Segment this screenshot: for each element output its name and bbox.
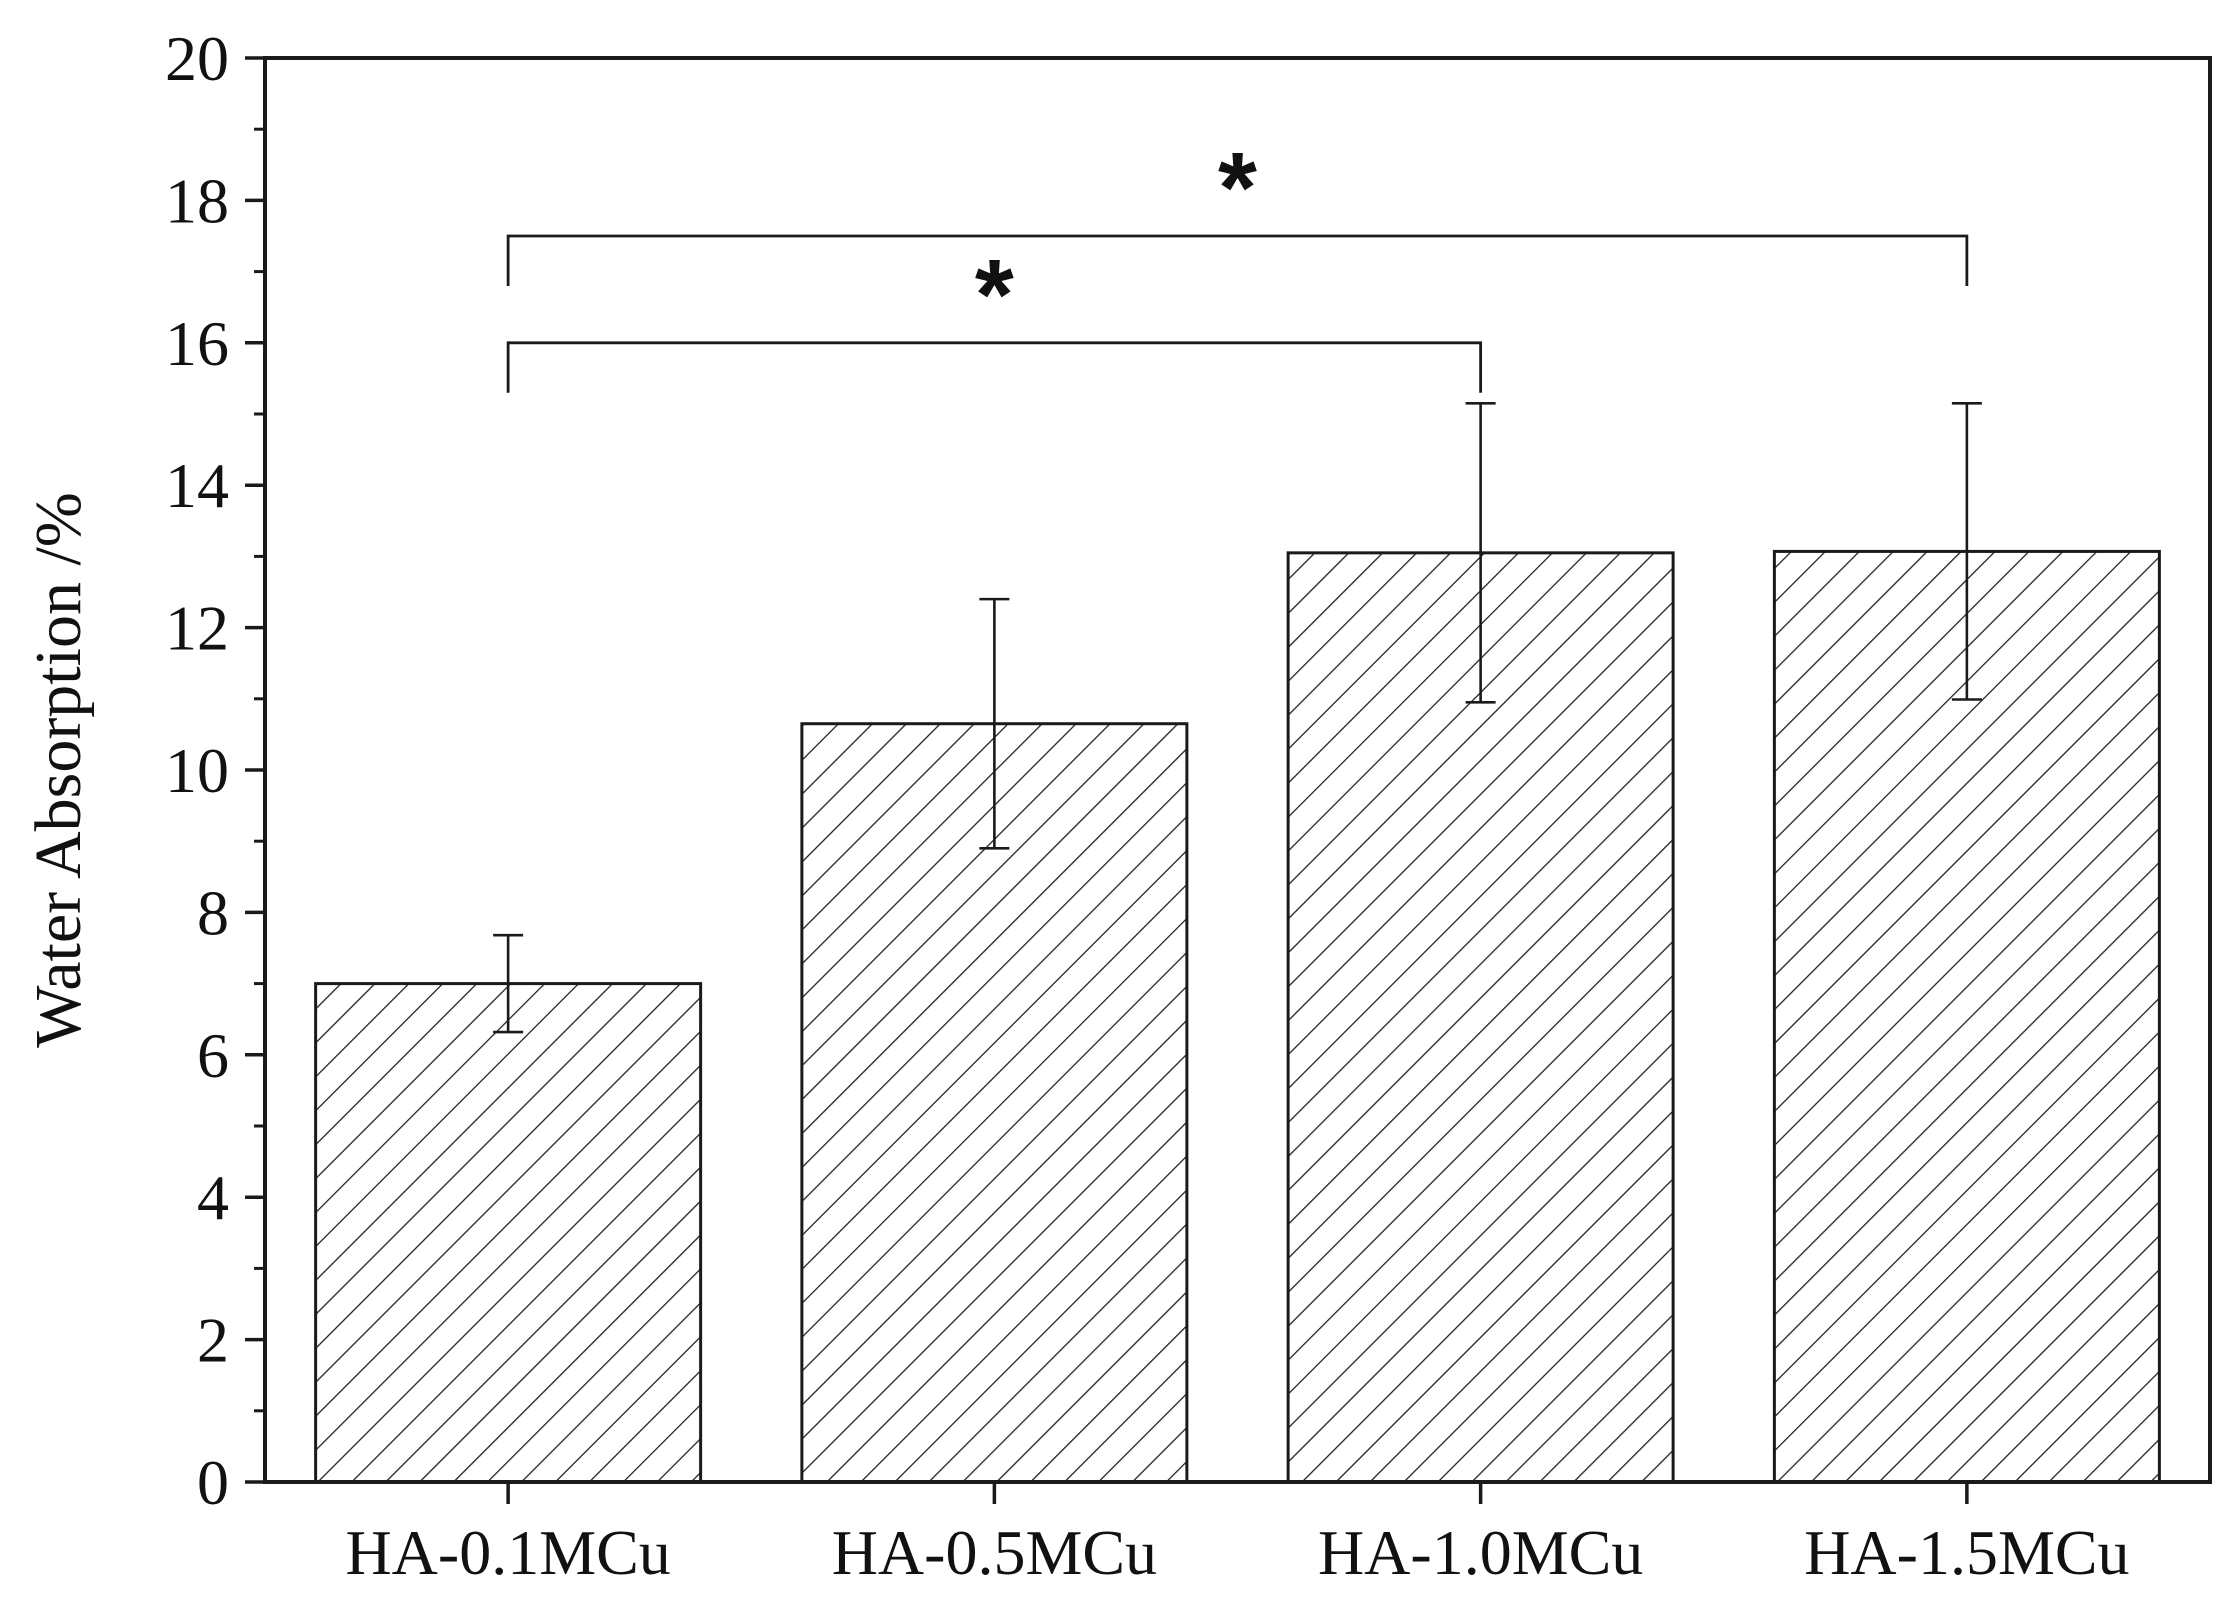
bracket-line <box>506 341 1483 393</box>
y-tick-label: 8 <box>197 877 229 948</box>
y-tick-label: 6 <box>197 1020 229 1091</box>
significance-layer: ** <box>506 132 1969 393</box>
bar-ha-0-5mcu <box>800 722 1189 1484</box>
y-tick-label: 10 <box>165 735 229 806</box>
error-bar-ha-0-5mcu <box>979 597 1010 850</box>
y-tick-label: 18 <box>165 165 229 236</box>
y-tick-label: 20 <box>165 23 229 94</box>
bar-ha-1-0mcu <box>1286 551 1675 1484</box>
error-bar-ha-1-0mcu <box>1465 402 1496 704</box>
x-tick-label: HA-0.1MCu <box>345 1517 670 1588</box>
significance-bracket-1: * <box>506 239 1483 393</box>
x-tick-label: HA-1.5MCu <box>1804 1517 2129 1588</box>
y-tick-label: 4 <box>197 1162 229 1233</box>
x-tick-label: HA-1.0MCu <box>1318 1517 1643 1588</box>
significance-bracket-2: * <box>506 132 1969 286</box>
x-tick-label: HA-0.5MCu <box>832 1517 1157 1588</box>
bar-ha-0-1mcu <box>314 982 703 1484</box>
y-tick-label: 2 <box>197 1305 229 1376</box>
bars-layer <box>314 549 2161 1484</box>
error-bars-layer <box>493 402 1982 1034</box>
y-tick-label: 14 <box>165 450 229 521</box>
y-tick-label: 0 <box>197 1447 229 1518</box>
y-tick-label: 12 <box>165 593 229 664</box>
y-axis-title: Water Absorption /% <box>22 492 95 1048</box>
bracket-line <box>506 234 1969 286</box>
significance-star: * <box>1218 132 1257 244</box>
y-tick-label: 16 <box>165 308 229 379</box>
error-bar-ha-0-1mcu <box>493 933 524 1034</box>
significance-star: * <box>975 239 1014 351</box>
axes-layer: 0 2 4 6 8 10 12 14 16 18 20 HA-0.1MCu HA-0.5MCu HA-1.… <box>165 23 2130 1588</box>
error-bar-ha-1-5mcu <box>1951 402 1982 701</box>
